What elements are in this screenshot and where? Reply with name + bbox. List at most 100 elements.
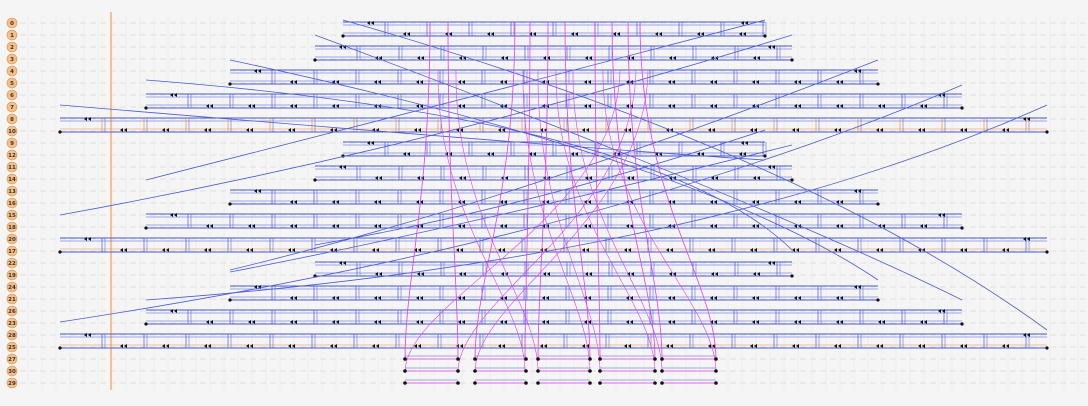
bus-band: [144, 213, 964, 230]
track-badge: 18: [6, 221, 18, 233]
double-triangle-marker: [367, 141, 374, 145]
double-triangle-marker: [332, 224, 339, 228]
bottom-block: [536, 355, 592, 385]
crossing-curves: [59, 19, 1048, 331]
track-badge: 7: [6, 101, 18, 113]
track-badge: 3: [6, 53, 18, 65]
double-triangle-marker: [459, 176, 466, 180]
double-triangle-marker: [540, 344, 547, 348]
track-badge-dot: [6, 41, 18, 53]
double-triangle-marker: [792, 248, 799, 252]
double-triangle-marker: [584, 80, 591, 84]
dot-marker: [598, 357, 602, 361]
bus-band: [144, 93, 964, 110]
track-badge: 21: [6, 293, 18, 305]
track-badge: 23: [6, 317, 18, 329]
double-triangle-marker: [456, 248, 463, 252]
double-triangle-marker: [288, 128, 295, 132]
double-triangle-marker: [248, 320, 255, 324]
double-triangle-marker: [372, 344, 379, 348]
track-badge: 2: [6, 41, 18, 53]
double-triangle-marker: [626, 80, 633, 84]
double-triangle-marker: [626, 320, 633, 324]
double-triangle-marker: [876, 248, 883, 252]
track-label: 27: [8, 357, 16, 363]
double-triangle-marker: [582, 344, 589, 348]
dot-marker: [714, 381, 718, 385]
double-triangle-marker: [290, 80, 297, 84]
track-label: 8: [10, 117, 14, 123]
double-triangle-marker: [854, 189, 861, 193]
dot-marker: [524, 357, 528, 361]
dot-marker: [763, 34, 767, 38]
dot-marker: [456, 369, 460, 373]
double-triangle-marker: [752, 80, 759, 84]
double-triangle-marker: [626, 200, 633, 204]
double-triangle-marker: [339, 45, 346, 49]
double-triangle-marker: [960, 128, 967, 132]
double-triangle-marker: [414, 128, 421, 132]
double-triangle-marker: [834, 344, 841, 348]
double-triangle-marker: [571, 32, 578, 36]
double-triangle-marker: [697, 152, 704, 156]
double-triangle-marker: [750, 344, 757, 348]
track-label: 9: [10, 141, 14, 147]
double-triangle-marker: [332, 104, 339, 108]
double-triangle-marker: [753, 176, 760, 180]
double-triangle-marker: [708, 344, 715, 348]
bottom-block: [598, 355, 657, 385]
blue-crossing-curve: [342, 19, 1048, 331]
double-triangle-marker: [626, 224, 633, 228]
track-badge: 5: [6, 77, 18, 89]
double-triangle-marker: [542, 104, 549, 108]
double-triangle-marker: [794, 80, 801, 84]
double-triangle-marker: [582, 128, 589, 132]
track-badge-dot: [6, 137, 18, 149]
double-triangle-marker: [834, 248, 841, 252]
dot-marker: [536, 357, 540, 361]
track-badge: 15: [6, 209, 18, 221]
dot-marker: [228, 82, 232, 86]
double-triangle-marker: [416, 200, 423, 204]
double-triangle-marker: [204, 344, 211, 348]
double-triangle-marker: [668, 296, 675, 300]
double-triangle-marker: [768, 261, 775, 265]
track-badge-dot: [6, 293, 18, 305]
magenta-route: [447, 21, 459, 361]
double-triangle-marker: [710, 320, 717, 324]
blue-crossing-curve: [229, 144, 793, 273]
bus-band: [313, 45, 794, 62]
magenta-route: [537, 21, 549, 361]
dot-marker: [660, 381, 664, 385]
double-triangle-marker: [374, 296, 381, 300]
bus-band: [341, 21, 767, 38]
double-triangle-marker: [290, 320, 297, 324]
dot-marker: [790, 178, 794, 182]
double-triangle-marker: [624, 344, 631, 348]
dot-marker: [473, 357, 477, 361]
bus-band: [58, 237, 1049, 254]
double-triangle-marker: [372, 248, 379, 252]
track-badge-dot: [6, 89, 18, 101]
double-triangle-marker: [836, 104, 843, 108]
dot-marker: [790, 58, 794, 62]
double-triangle-marker: [458, 224, 465, 228]
double-triangle-marker: [170, 213, 177, 217]
blue-crossing-curve: [229, 59, 879, 271]
magenta-route: [474, 69, 649, 373]
track-badge-dot: [6, 341, 18, 353]
double-triangle-marker: [1002, 248, 1009, 252]
double-triangle-marker: [920, 104, 927, 108]
double-triangle-marker: [710, 80, 717, 84]
double-triangle-marker: [501, 56, 508, 60]
double-triangle-marker: [584, 320, 591, 324]
track-badge: 6: [6, 89, 18, 101]
double-triangle-marker: [542, 296, 549, 300]
double-triangle-marker: [487, 32, 494, 36]
track-badge: 19: [6, 269, 18, 281]
dot-marker: [790, 274, 794, 278]
double-triangle-marker: [878, 104, 885, 108]
double-triangle-marker: [246, 128, 253, 132]
